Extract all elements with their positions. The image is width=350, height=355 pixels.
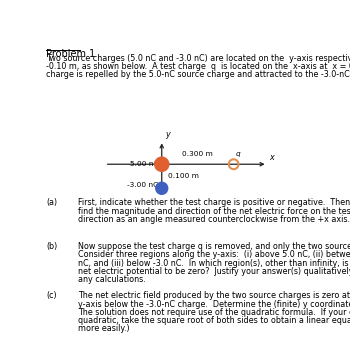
Text: -0.10 m, as shown below.  A test charge  q  is located on the  x-axis at  x = 0.: -0.10 m, as shown below. A test charge q…: [47, 62, 350, 71]
Text: any calculations.: any calculations.: [78, 275, 145, 284]
Text: -3.00 nC: -3.00 nC: [127, 182, 159, 188]
Text: quadratic, take the square root of both sides to obtain a linear equation that c: quadratic, take the square root of both …: [78, 316, 350, 325]
Text: charge is repelled by the 5.0-nC source charge and attracted to the -3.0-nC sour: charge is repelled by the 5.0-nC source …: [47, 71, 350, 80]
Text: nC, and (iii) below -3.0 nC.  In which region(s), other than infinity, is it pos: nC, and (iii) below -3.0 nC. In which re…: [78, 258, 350, 268]
Circle shape: [155, 157, 169, 171]
Text: The net electric field produced by the two source charges is zero at a certain p: The net electric field produced by the t…: [78, 291, 350, 300]
Text: x: x: [269, 153, 274, 162]
Text: Now suppose the test charge q is removed, and only the two source charges remain: Now suppose the test charge q is removed…: [78, 242, 350, 251]
Text: (a): (a): [47, 198, 58, 207]
Text: 0.100 m: 0.100 m: [168, 173, 199, 179]
Text: y: y: [165, 130, 170, 139]
Circle shape: [156, 182, 168, 194]
Text: more easily.): more easily.): [78, 324, 129, 333]
Text: net electric potential to be zero?  Justify your answer(s) qualitatively, but do: net electric potential to be zero? Justi…: [78, 267, 350, 276]
Text: First, indicate whether the test charge is positive or negative.  Then, letting : First, indicate whether the test charge …: [78, 198, 350, 207]
Text: Problem 1: Problem 1: [47, 49, 96, 59]
Text: find the magnitude and direction of the net electric force on the test charge.  : find the magnitude and direction of the …: [78, 207, 350, 215]
Text: direction as an angle measured counterclockwise from the +x axis.): direction as an angle measured countercl…: [78, 215, 350, 224]
Text: Two source charges (5.0 nC and -3.0 nC) are located on the  y-axis respectively : Two source charges (5.0 nC and -3.0 nC) …: [47, 54, 350, 63]
Text: q: q: [236, 151, 240, 157]
Text: Consider three regions along the y-axis:  (i) above 5.0 nC, (ii) between 5.0 nC : Consider three regions along the y-axis:…: [78, 250, 350, 260]
Text: 0.300 m: 0.300 m: [182, 151, 213, 157]
Text: (b): (b): [47, 242, 58, 251]
Text: 5.00 nC: 5.00 nC: [130, 161, 159, 167]
Text: (c): (c): [47, 291, 57, 300]
Text: y-axis below the -3.0-nC charge.  Determine the (finite) y coordinate of this po: y-axis below the -3.0-nC charge. Determi…: [78, 300, 350, 308]
Text: The solution does not require use of the quadratic formula.  If your equation ap: The solution does not require use of the…: [78, 308, 350, 317]
